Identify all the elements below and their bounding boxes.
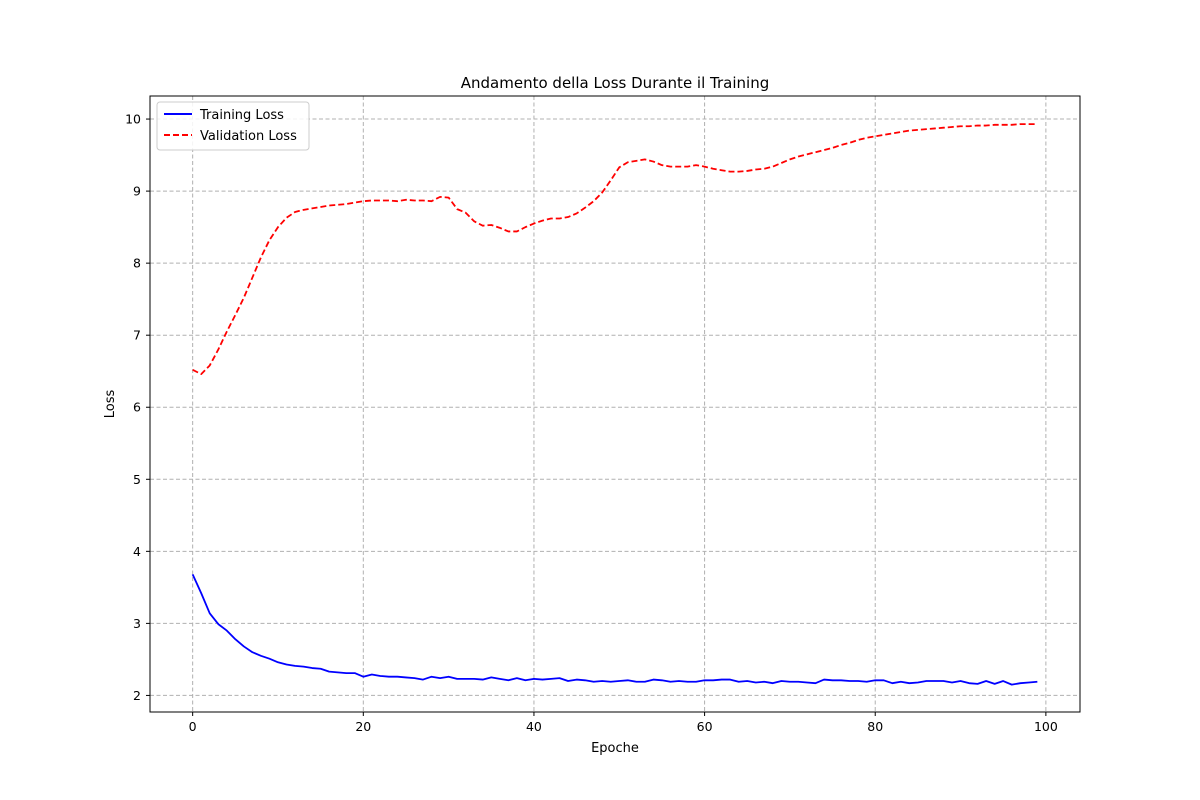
series-line-training-loss	[191, 574, 1038, 686]
y-tick-label-5: 7	[133, 328, 141, 343]
legend-label-validation-loss: Validation Loss	[200, 129, 297, 144]
grid	[150, 96, 1080, 712]
y-tick-label-7: 9	[133, 184, 141, 199]
x-tick-label-0: 0	[189, 719, 197, 734]
y-tick-label-1: 3	[133, 616, 141, 631]
series-line-validation-loss	[192, 123, 1038, 376]
x-tick-label-4: 80	[867, 719, 883, 734]
x-tick-label-5: 100	[1034, 719, 1058, 734]
y-tick-label-8: 10	[125, 112, 141, 127]
y-tick-label-2: 4	[133, 544, 141, 559]
x-axis-ticks: 0 20 40 60 80 100	[189, 712, 1058, 734]
x-tick-label-2: 40	[526, 719, 542, 734]
y-axis-label: Loss	[103, 390, 118, 419]
y-tick-label-4: 6	[133, 400, 141, 415]
y-axis-ticks: 2 3 4 5 6 7 8 9 10	[125, 112, 150, 703]
y-tick-label-0: 2	[133, 688, 141, 703]
plot-frame	[149, 95, 1081, 713]
x-tick-label-1: 20	[355, 719, 371, 734]
legend-box	[156, 101, 310, 151]
legend-label-training-loss: Training Loss	[199, 108, 284, 123]
x-tick-label-3: 60	[697, 719, 713, 734]
y-tick-label-6: 8	[133, 256, 141, 271]
y-tick-label-3: 5	[133, 472, 141, 487]
legend: Training Loss Validation Loss	[156, 101, 310, 151]
chart-title: Andamento della Loss Durante il Training	[461, 74, 769, 92]
x-axis-label: Epoche	[591, 741, 639, 756]
series-layer	[191, 123, 1038, 686]
